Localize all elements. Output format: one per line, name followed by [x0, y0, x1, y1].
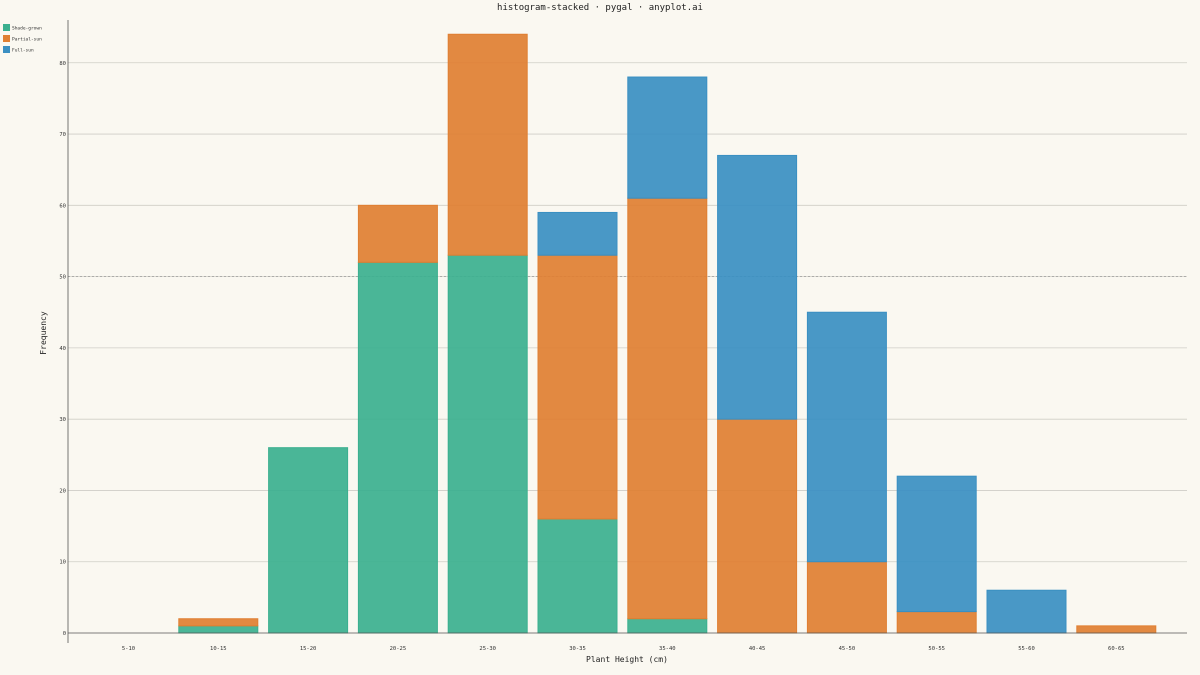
y-tick-label-20: 20: [59, 488, 66, 494]
bar-shade-grown-20-25: [357, 261, 438, 634]
x-tick-label-15-20: 15-20: [300, 646, 317, 652]
x-tick-label-50-55: 50-55: [928, 646, 945, 652]
y-tick-label-80: 80: [59, 61, 66, 67]
axes: [67, 20, 1187, 643]
bar-full-sun-40-45: [717, 154, 798, 420]
x-tick-label-40-45: 40-45: [749, 646, 766, 652]
x-tick-label-55-60: 55-60: [1018, 646, 1035, 652]
y-tick-label-10: 10: [59, 560, 66, 566]
y-tick-label-50: 50: [59, 275, 66, 281]
y-tick-label-60: 60: [59, 203, 66, 209]
x-tick-label-10-15: 10-15: [210, 646, 227, 652]
bar-partial-sun-50-55: [896, 611, 977, 634]
bar-partial-sun-10-15: [178, 618, 259, 627]
bar-shade-grown-30-35: [537, 518, 618, 634]
x-tick-label-35-40: 35-40: [659, 646, 676, 652]
x-tick-labels: 5-10 10-15 15-20 20-25 25-30 30-35 35-40 40-45 4…: [122, 646, 1125, 652]
legend-swatch-partial-sun: [3, 35, 10, 42]
bar-full-sun-30-35: [537, 211, 618, 256]
y-tick-label-70: 70: [59, 132, 66, 138]
legend-label-partial-sun: Partial-sun: [12, 37, 42, 43]
bar-partial-sun-35-40: [627, 197, 708, 620]
bar-full-sun-35-40: [627, 76, 708, 199]
bar-shade-grown-25-30: [447, 254, 528, 634]
legend: Shade-grown Partial-sun Full-sun: [3, 24, 42, 54]
bar-partial-sun-30-35: [537, 254, 618, 520]
x-tick-label-45-50: 45-50: [839, 646, 856, 652]
bar-partial-sun-25-30: [447, 33, 528, 256]
bar-shade-grown-15-20: [268, 447, 349, 634]
x-tick-label-30-35: 30-35: [569, 646, 586, 652]
x-tick-label-60-65: 60-65: [1108, 646, 1125, 652]
chart-title: histogram-stacked · pygal · anyplot.ai: [497, 3, 703, 13]
y-axis-label: Frequency: [39, 311, 48, 355]
x-tick-label-20-25: 20-25: [390, 646, 407, 652]
bar-partial-sun-60-65: [1076, 625, 1157, 634]
x-axis-label: Plant Height (cm): [586, 655, 668, 664]
legend-label-full-sun: Full-sun: [12, 48, 34, 54]
bar-full-sun-45-50: [806, 311, 887, 563]
y-tick-label-30: 30: [59, 417, 66, 423]
bar-shade-grown-35-40: [627, 618, 708, 634]
y-tick-label-0: 0: [63, 631, 66, 637]
bar-partial-sun-45-50: [806, 561, 887, 634]
bar-partial-sun-20-25: [357, 204, 438, 263]
y-tick-label-40: 40: [59, 346, 66, 352]
bar-shade-grown-10-15: [178, 625, 259, 634]
bar-full-sun-55-60: [986, 589, 1067, 634]
legend-swatch-shade-grown: [3, 24, 10, 31]
bar-full-sun-50-55: [896, 475, 977, 613]
bars: [178, 33, 1157, 634]
x-tick-label-5-10: 5-10: [122, 646, 135, 652]
bar-partial-sun-40-45: [717, 418, 798, 634]
legend-swatch-full-sun: [3, 46, 10, 53]
y-tick-labels: 0 10 20 30 40 50 60 70 80: [59, 61, 66, 637]
x-tick-label-25-30: 25-30: [479, 646, 496, 652]
legend-label-shade-grown: Shade-grown: [12, 26, 42, 32]
